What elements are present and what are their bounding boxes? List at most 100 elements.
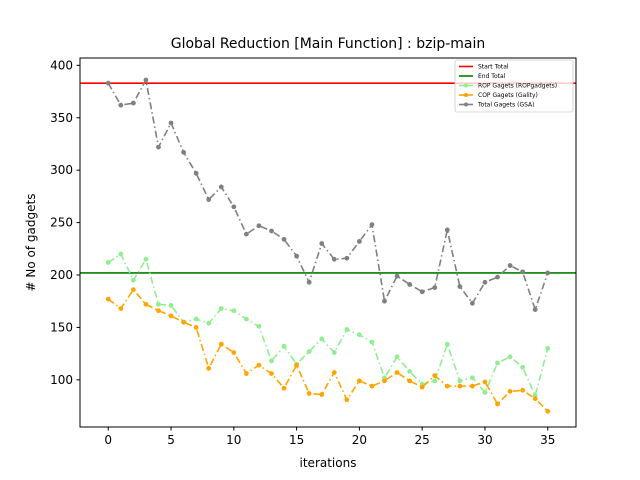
data-point: [482, 279, 488, 285]
data-point: [432, 373, 438, 379]
data-point: [495, 360, 500, 366]
data-point: [369, 383, 375, 389]
y-tick-label: 400: [50, 58, 73, 72]
x-tick-label: 0: [104, 433, 112, 447]
data-point: [457, 284, 463, 289]
data-point: [243, 371, 249, 376]
data-point: [419, 289, 425, 295]
data-point: [482, 390, 488, 395]
data-point: [495, 401, 500, 407]
y-tick-label: 350: [50, 111, 73, 125]
data-point: [156, 308, 161, 314]
data-point: [206, 197, 212, 202]
data-point: [306, 349, 312, 354]
data-point: [356, 239, 362, 244]
data-point: [130, 100, 136, 106]
legend-box: [454, 59, 574, 113]
data-point: [382, 298, 387, 304]
data-point: [143, 256, 149, 262]
data-point: [545, 345, 551, 351]
data-point: [118, 306, 124, 311]
data-point: [306, 391, 312, 396]
data-point: [470, 375, 475, 381]
data-point: [432, 285, 438, 290]
data-point: [105, 296, 111, 302]
data-point: [156, 301, 161, 307]
data-point: [168, 120, 174, 126]
data-point: [294, 253, 300, 259]
legend-label: End Total: [478, 73, 506, 80]
data-point: [231, 204, 237, 210]
data-point: [344, 327, 350, 332]
data-point: [319, 241, 325, 246]
data-point: [419, 384, 425, 390]
data-point: [231, 308, 237, 314]
data-point: [281, 343, 287, 349]
data-point: [231, 350, 237, 355]
data-point: [143, 77, 149, 83]
y-tick-label: 100: [50, 373, 73, 387]
legend-marker: [464, 83, 468, 88]
data-point: [482, 379, 488, 385]
x-axis-label: iterations: [300, 456, 357, 470]
data-point: [168, 313, 174, 319]
data-point: [545, 270, 551, 276]
legend: Start Total End Total ROP Gagets (ROPgadge…: [454, 59, 574, 113]
data-point: [407, 282, 413, 287]
x-tick-label: 15: [289, 433, 304, 447]
data-point: [105, 260, 111, 265]
data-point: [457, 383, 463, 389]
data-point: [356, 378, 362, 384]
data-point: [193, 170, 199, 176]
data-point: [319, 336, 325, 342]
data-point: [520, 387, 526, 393]
y-tick-label: 300: [50, 163, 73, 177]
legend-label: Total Gagets (GSA): [477, 102, 535, 109]
data-point: [130, 287, 136, 293]
data-point: [444, 341, 450, 347]
data-point: [495, 274, 500, 280]
series-line-2: [107, 77, 549, 313]
data-point: [319, 392, 325, 397]
data-point: [281, 385, 287, 391]
legend-label: ROP Gagets (ROPgadgets): [478, 83, 557, 90]
data-point: [269, 358, 274, 364]
data-point: [168, 302, 174, 308]
data-point: [444, 383, 450, 389]
data-point: [256, 223, 262, 229]
data-point: [118, 102, 124, 108]
data-point: [143, 301, 149, 307]
data-point: [306, 279, 312, 285]
y-tick-label: 200: [50, 268, 73, 282]
data-point: [369, 222, 375, 228]
data-point: [470, 383, 475, 389]
data-point: [369, 339, 375, 345]
data-point: [520, 269, 526, 275]
data-point: [256, 323, 262, 329]
axis-ticks: 0 5 10 15 20 25 30 35 100 150 200 250 300 350 400: [50, 58, 555, 447]
data-point: [532, 396, 538, 402]
data-point: [457, 378, 463, 384]
data-point: [218, 184, 224, 190]
data-point: [269, 228, 274, 234]
y-tick-label: 250: [50, 216, 73, 230]
legend-label: Start Total: [478, 64, 509, 71]
data-point: [507, 263, 513, 268]
data-point: [356, 332, 362, 338]
data-point: [331, 350, 337, 355]
x-tick-label: 5: [167, 433, 175, 447]
data-point: [206, 365, 212, 371]
data-point: [331, 256, 337, 262]
data-point: [444, 227, 450, 233]
data-point: [394, 273, 400, 279]
plot-area: [80, 77, 576, 414]
data-point: [532, 307, 538, 312]
axes-frame: [79, 57, 577, 428]
series-line-0: [107, 252, 549, 398]
data-point: [432, 378, 438, 384]
data-point: [256, 362, 262, 368]
data-point: [344, 397, 350, 403]
legend-marker: [464, 102, 468, 107]
data-point: [545, 408, 551, 414]
